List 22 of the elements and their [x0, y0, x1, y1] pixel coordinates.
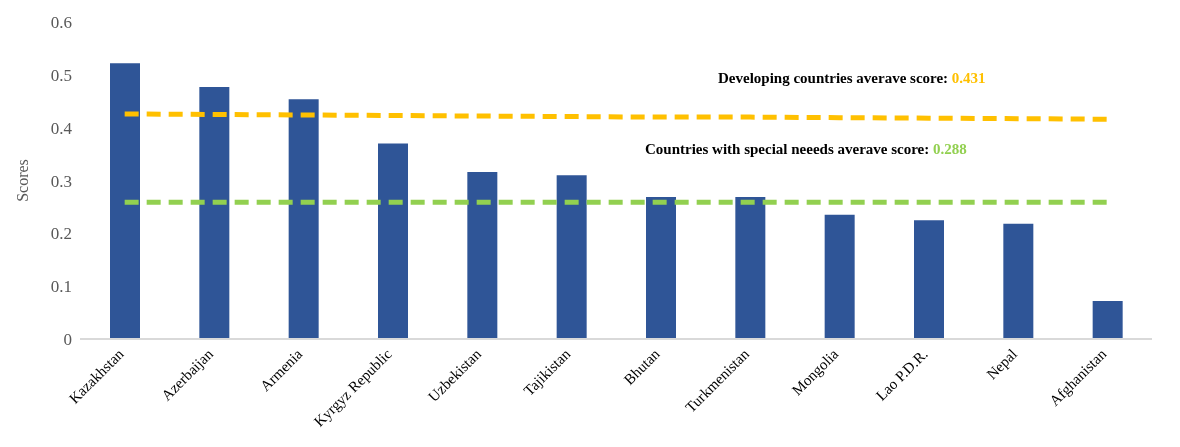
- bar: [1003, 223, 1034, 339]
- bar: [914, 220, 944, 339]
- bar: [735, 196, 766, 339]
- bar: [646, 196, 676, 339]
- y-tick-label: 0.4: [50, 118, 73, 138]
- bar: [556, 175, 587, 339]
- bar: [1092, 300, 1123, 339]
- y-tick-label: 0.6: [50, 13, 72, 33]
- bar: [824, 214, 855, 339]
- annotation: Developing countries averave score: 0.431: [718, 70, 986, 87]
- annotation: Countries with special neeeds averave score: 0.288: [645, 141, 967, 158]
- y-tick-label: 0.3: [50, 171, 72, 191]
- bar: [110, 63, 140, 339]
- y-tick-label: 0.5: [50, 65, 72, 85]
- bar: [467, 172, 498, 339]
- y-tick-label: 0.1: [50, 277, 72, 297]
- y-tick-label: 0.2: [50, 224, 72, 244]
- bar: [378, 143, 408, 339]
- bar: [288, 99, 319, 339]
- y-tick-label: 0: [63, 330, 72, 350]
- bar: [199, 86, 230, 339]
- y-axis-title: Scores: [13, 159, 31, 202]
